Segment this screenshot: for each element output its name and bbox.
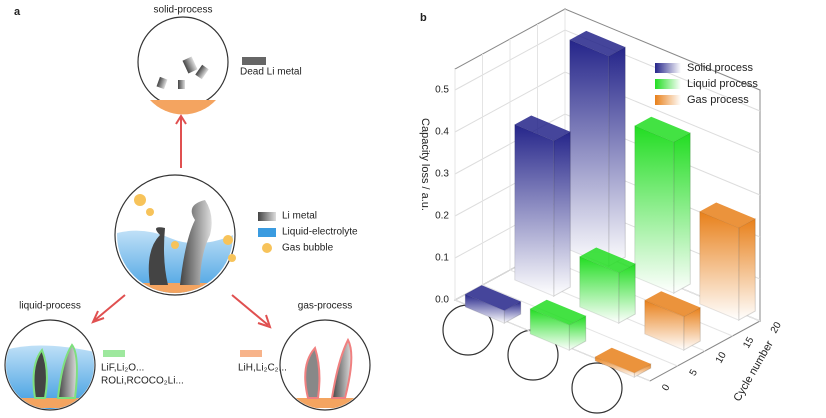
y-tick-label: 0.4 bbox=[435, 127, 449, 138]
arrow bbox=[231, 294, 272, 329]
circle bbox=[137, 16, 229, 108]
bubbles bbox=[134, 194, 236, 262]
y-tick-label: 0.5 bbox=[435, 85, 449, 96]
bar bbox=[529, 299, 587, 351]
process-label: solid-process bbox=[154, 5, 213, 16]
swatch bbox=[258, 228, 276, 237]
bar bbox=[569, 30, 626, 267]
bar-side bbox=[608, 46, 626, 267]
swatch bbox=[262, 243, 272, 253]
legend-label: Liquid process bbox=[687, 78, 758, 90]
bar-side bbox=[618, 262, 636, 324]
legend-swatch bbox=[655, 95, 681, 105]
bar-front bbox=[569, 39, 610, 267]
swatch bbox=[103, 350, 125, 357]
grid-line bbox=[454, 69, 651, 382]
bar bbox=[594, 347, 652, 378]
panel-label: b bbox=[420, 12, 427, 24]
legend-swatch bbox=[655, 79, 681, 89]
legend-text: Gas bubble bbox=[282, 243, 334, 254]
product-text: ROLi,RCOCO₂Li... bbox=[101, 376, 184, 387]
bar bbox=[634, 116, 691, 294]
bar-top bbox=[465, 285, 521, 311]
process-label: gas-process bbox=[298, 301, 352, 312]
swatch bbox=[240, 350, 262, 357]
bar bbox=[579, 247, 636, 324]
product-text: LiF,Li₂O... bbox=[101, 363, 144, 374]
legend-swatch bbox=[655, 63, 681, 73]
circle bbox=[279, 319, 371, 411]
y-tick-label: 0.1 bbox=[435, 253, 449, 264]
electrode bbox=[150, 100, 216, 115]
z-axis-label: Cycle number bbox=[732, 339, 776, 404]
grid-line bbox=[509, 39, 706, 352]
legend-text: Liquid-electrolyte bbox=[282, 227, 358, 238]
arrow bbox=[91, 294, 126, 324]
bar-top bbox=[579, 247, 636, 273]
legend-text: Li metal bbox=[282, 211, 317, 222]
bar-top bbox=[634, 116, 691, 142]
z-tick-label: 15 bbox=[741, 335, 756, 351]
swatch bbox=[258, 212, 276, 221]
legend-label: Solid process bbox=[687, 62, 754, 74]
bar-top bbox=[569, 30, 626, 57]
bar-top bbox=[595, 347, 651, 373]
bar-top bbox=[530, 299, 586, 325]
y-tick-label: 0.2 bbox=[435, 211, 449, 222]
bar-top bbox=[514, 115, 571, 141]
product-text: LiH,Li₂C₂... bbox=[238, 363, 287, 374]
process-label: liquid-process bbox=[19, 301, 81, 312]
z-tick-label: 5 bbox=[688, 367, 701, 378]
bar-front bbox=[634, 124, 675, 294]
bar bbox=[514, 115, 571, 297]
legend-label: Gas process bbox=[687, 94, 749, 106]
bar-side bbox=[738, 217, 756, 321]
bar-top bbox=[644, 291, 701, 317]
bar-side bbox=[673, 132, 691, 294]
grid-line bbox=[482, 54, 678, 367]
bar bbox=[464, 285, 522, 324]
dead-li bbox=[156, 56, 209, 90]
z-tick-label: 0 bbox=[660, 382, 673, 393]
swatch bbox=[242, 57, 266, 65]
legend-text: Dead Li metal bbox=[240, 67, 302, 78]
bar-side bbox=[553, 130, 571, 297]
arrow bbox=[175, 114, 187, 168]
y-tick-label: 0.3 bbox=[435, 169, 449, 180]
bar-front bbox=[699, 210, 740, 321]
thumbnails bbox=[442, 304, 623, 414]
bar-top bbox=[699, 202, 756, 228]
y-tick-label: 0.0 bbox=[435, 295, 449, 306]
z-tick-label: 20 bbox=[769, 320, 784, 336]
z-tick-label: 10 bbox=[714, 350, 729, 366]
bar bbox=[699, 202, 756, 321]
bar-front bbox=[514, 123, 555, 297]
panel-label: a bbox=[14, 6, 21, 18]
y-axis-label: Capacity loss / a.u. bbox=[419, 118, 431, 211]
bar bbox=[644, 291, 701, 351]
